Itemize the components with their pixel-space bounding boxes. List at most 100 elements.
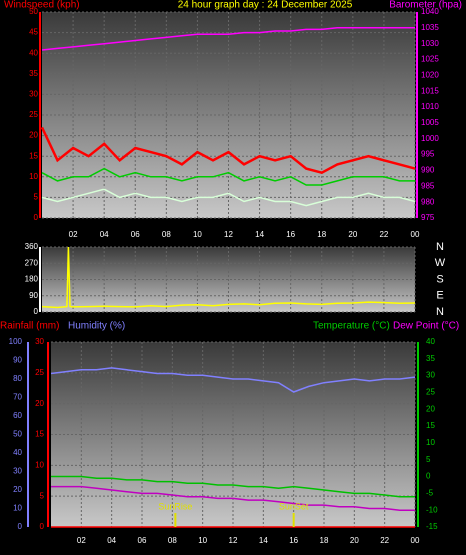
x-tick-label: 08	[162, 230, 171, 239]
x-tick-label: 08	[168, 536, 177, 545]
x-tick-label: 02	[69, 230, 78, 239]
y-tick-label: 15	[29, 151, 38, 160]
y-tick-label: N	[436, 241, 444, 253]
axis-title: Windspeed (kph)	[4, 0, 80, 11]
y-tick-label: 1005	[421, 118, 439, 127]
x-tick-label: 16	[286, 230, 295, 239]
y-tick-label: N	[436, 306, 444, 318]
x-tick-label: 14	[255, 230, 264, 239]
y-tick-label: 1020	[421, 70, 439, 79]
axis-title: Temperature (°C)	[313, 321, 390, 332]
y-tick-label: 40	[13, 448, 22, 457]
series-line	[41, 188, 416, 207]
x-tick-label: 06	[138, 536, 147, 545]
y-tick-label: S	[436, 273, 443, 285]
y-tick-label: 1015	[421, 86, 439, 95]
y-tick-label: 15	[35, 430, 44, 439]
y-tick-label: 975	[421, 213, 435, 222]
y-tick-label: 980	[421, 197, 435, 206]
y-tick-label: 0	[40, 522, 45, 531]
y-tick-label: 990	[421, 166, 435, 175]
y-tick-label: -10	[426, 505, 438, 514]
y-tick-label: 50	[29, 7, 38, 16]
y-tick-label: 1010	[421, 102, 439, 111]
y-tick-label: 35	[29, 69, 38, 78]
y-tick-label: 10	[426, 438, 435, 447]
x-tick-label: 12	[229, 536, 238, 545]
x-tick-label: 18	[320, 536, 329, 545]
series-line	[41, 27, 415, 51]
y-tick-label: 20	[13, 485, 22, 494]
annotation: SunRise	[158, 501, 192, 511]
y-tick-label: 20	[426, 404, 435, 413]
x-tick-label: 18	[317, 230, 326, 239]
y-tick-label: 90	[13, 356, 22, 365]
y-tick-label: 45	[29, 28, 38, 37]
y-tick-label: 0	[426, 472, 431, 481]
y-tick-label: 40	[426, 337, 435, 346]
series-line	[40, 126, 416, 175]
y-tick-label: 5	[40, 491, 45, 500]
x-tick-label: 10	[193, 230, 202, 239]
y-tick-label: 1040	[421, 7, 439, 16]
annotation: SunSet	[279, 501, 309, 511]
x-tick-label: 10	[198, 536, 207, 545]
y-tick-label: 30	[426, 371, 435, 380]
y-tick-label: 0	[34, 213, 39, 222]
x-tick-label: 22	[379, 230, 388, 239]
y-tick-label: -15	[426, 522, 438, 531]
y-tick-label: 10	[13, 504, 22, 513]
y-tick-label: 20	[29, 131, 38, 140]
y-tick-label: 270	[25, 258, 39, 267]
x-tick-label: 12	[224, 230, 233, 239]
axis-title: Rainfall (mm)	[0, 321, 59, 332]
y-tick-label: 25	[426, 388, 435, 397]
y-tick-label: 25	[29, 110, 38, 119]
x-tick-label: 22	[380, 536, 389, 545]
y-tick-label: 25	[35, 368, 44, 377]
x-tick-label: 02	[77, 536, 86, 545]
y-tick-label: 1035	[421, 23, 439, 32]
series-line	[50, 367, 416, 393]
y-tick-label: 10	[35, 460, 44, 469]
y-tick-label: 100	[9, 337, 23, 346]
x-tick-label: 14	[259, 536, 268, 545]
y-tick-label: -5	[426, 488, 434, 497]
chart-title: 24 hour graph day : 24 December 2025	[178, 0, 353, 11]
x-tick-label: 06	[131, 230, 140, 239]
y-tick-label: 30	[13, 467, 22, 476]
series-line	[51, 485, 415, 511]
y-tick-label: 995	[421, 150, 435, 159]
y-tick-label: 0	[18, 522, 23, 531]
axis-title: Humidity (%)	[68, 321, 125, 332]
y-tick-label: 1025	[421, 55, 439, 64]
y-tick-label: 360	[25, 242, 39, 251]
y-tick-label: 180	[25, 275, 39, 284]
x-tick-label: 04	[100, 230, 109, 239]
x-tick-label: 00	[411, 230, 420, 239]
y-tick-label: 30	[29, 90, 38, 99]
series-line	[51, 475, 415, 498]
x-tick-label: 00	[411, 536, 420, 545]
y-tick-label: 0	[34, 307, 39, 316]
y-tick-label: 1000	[421, 134, 439, 143]
y-tick-label: 80	[13, 374, 22, 383]
y-tick-label: 1030	[421, 39, 439, 48]
x-tick-label: 20	[348, 230, 357, 239]
y-tick-label: 5	[34, 193, 39, 202]
axis-title: Dew Point (°C)	[393, 321, 459, 332]
series-line	[41, 167, 415, 186]
x-tick-label: 04	[107, 536, 116, 545]
x-tick-label: 16	[289, 536, 298, 545]
y-tick-label: 60	[13, 411, 22, 420]
plot-area	[42, 12, 415, 218]
y-tick-label: 35	[426, 354, 435, 363]
y-tick-label: 20	[35, 399, 44, 408]
series-line	[41, 246, 416, 309]
y-tick-label: E	[436, 290, 443, 302]
y-tick-label: 985	[421, 181, 435, 190]
y-tick-label: 70	[13, 393, 22, 402]
y-tick-label: W	[435, 257, 446, 269]
y-tick-label: 90	[29, 291, 38, 300]
